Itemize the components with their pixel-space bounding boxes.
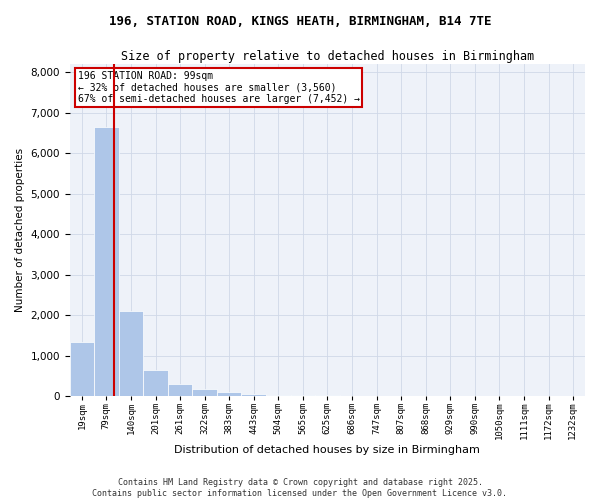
Bar xyxy=(290,394,315,396)
Y-axis label: Number of detached properties: Number of detached properties xyxy=(15,148,25,312)
Text: 196 STATION ROAD: 99sqm
← 32% of detached houses are smaller (3,560)
67% of semi: 196 STATION ROAD: 99sqm ← 32% of detache… xyxy=(77,71,359,104)
Bar xyxy=(217,392,241,396)
Bar xyxy=(119,311,143,396)
Bar xyxy=(143,370,168,396)
Bar xyxy=(241,394,266,396)
Bar xyxy=(70,342,94,396)
Bar xyxy=(168,384,192,396)
Bar xyxy=(192,389,217,396)
Title: Size of property relative to detached houses in Birmingham: Size of property relative to detached ho… xyxy=(121,50,534,63)
Bar xyxy=(266,394,290,396)
X-axis label: Distribution of detached houses by size in Birmingham: Distribution of detached houses by size … xyxy=(175,445,481,455)
Text: 196, STATION ROAD, KINGS HEATH, BIRMINGHAM, B14 7TE: 196, STATION ROAD, KINGS HEATH, BIRMINGH… xyxy=(109,15,491,28)
Bar xyxy=(94,127,119,396)
Text: Contains HM Land Registry data © Crown copyright and database right 2025.
Contai: Contains HM Land Registry data © Crown c… xyxy=(92,478,508,498)
